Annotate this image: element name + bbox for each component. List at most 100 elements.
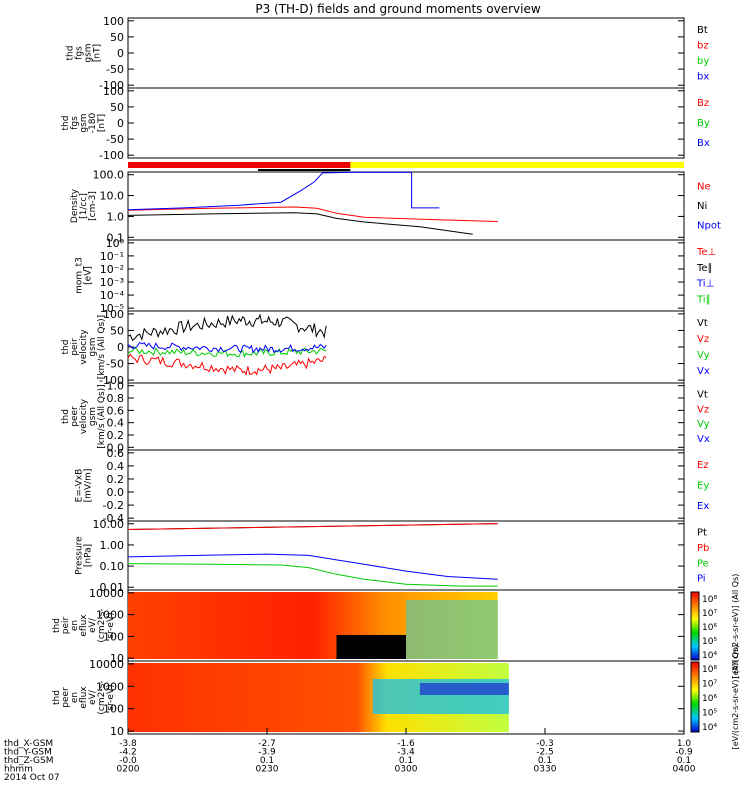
orbit-value: -0.3 (536, 739, 554, 749)
legend-bz: bz (697, 40, 709, 51)
orbit-value: 0400 (673, 765, 696, 775)
legend-Pe: Pe (697, 558, 709, 569)
y-axis-label-line: [mV/m] (84, 469, 94, 503)
orbit-value: 0.1 (399, 756, 413, 766)
y-axis-label-line: fgs (75, 46, 85, 60)
y-axis-label-line: [km/s (All Qs)] (97, 315, 107, 379)
y-tick-label: -50 (106, 63, 124, 76)
y-axis-label-line: peer (70, 406, 80, 427)
y-axis-label: thd peer velocity gsm [km/s (All Qs)] (61, 384, 107, 448)
y-axis-label-line: eflux (79, 614, 89, 637)
panel-frame (127, 382, 685, 451)
y-axis-label: Pressure [nPa] (75, 536, 94, 575)
y-axis-label: thd peer en eflux eV/(cm2-s-sr-eV) (52, 680, 116, 714)
orbit-value: -1.6 (397, 739, 415, 749)
colorbar-2: 10⁸ 10⁷ 10⁶ 10⁵ 10⁴ [eV/(cm2-s-sr-eV)] (All Q… (690, 645, 740, 749)
y-tick-label: 1000 (96, 609, 124, 622)
colorbar-tick-label: 10⁴ (702, 651, 717, 661)
spectrogram-core (419, 683, 509, 695)
y-axis-label-line: thd (52, 618, 62, 633)
legend-Npot: Npot (697, 220, 721, 231)
y-axis-label-line: [km/s (All Qs)] (97, 384, 107, 448)
y-axis-label-line: sr-eV) (106, 612, 116, 638)
y-tick-label: 100.0 (93, 169, 125, 182)
orbit-value: 0300 (395, 765, 418, 775)
colorbar-tick-label: 10⁶ (702, 694, 717, 704)
y-tick-label: 10⁻⁴ (100, 289, 125, 302)
y-axis-label-line: gsm (84, 43, 94, 62)
colorbar-tick-label: 10⁸ (702, 665, 717, 675)
y-axis-label: Density [1/cc] [cm-3] (70, 188, 98, 223)
y-axis-label-line: [cm-3] (88, 191, 98, 221)
legend-Bz: Bz (697, 98, 709, 109)
y-tick-label: 0.01 (100, 581, 125, 594)
colorbar-tick-label: 10⁷ (702, 609, 717, 619)
y-axis-label-line: [nPa] (84, 544, 94, 567)
y-tick-label: 0.1 (107, 231, 125, 244)
y-tick-label: -50 (106, 358, 124, 371)
y-axis-label: thd peir velocity gsm [km/s (All Qs)] (61, 315, 107, 379)
legend-By: By (697, 118, 710, 129)
y-axis-label-line: fgs (70, 116, 80, 130)
y-tick-label: 100 (103, 15, 124, 28)
legend-Te⊥: Te⊥ (696, 247, 716, 258)
y-tick-label: 10000 (89, 658, 124, 671)
legend-Ni: Ni (697, 201, 707, 212)
y-axis-label-line: peer (61, 687, 71, 708)
panel-frame (127, 449, 685, 522)
panel-efield: 0.60.40.20.0-0.2-0.4 E=-VxB [mV/m] Ez Ey Ex (75, 447, 710, 525)
y-axis-label-line: [eV] (84, 266, 94, 285)
legend-Vy: Vy (697, 419, 710, 430)
y-axis-label-line: thd (66, 46, 76, 61)
orbit-value: -0.0 (119, 756, 137, 766)
y-tick-label: 0.0 (107, 486, 125, 499)
legend-Ey: Ey (697, 480, 709, 491)
y-axis-label-line: thd (61, 340, 71, 355)
y-tick-label: 100 (103, 308, 124, 321)
series-Vy (127, 346, 327, 359)
orbit-value: 0200 (117, 765, 140, 775)
colorbar-label: [eV/(cm2-s-sr-eV)] (All Qs) (731, 574, 740, 679)
y-axis-label-line: velocity (79, 329, 89, 365)
orbit-value: -3.9 (258, 748, 276, 758)
y-tick-label: 0 (117, 341, 124, 354)
legend-Ti⊥: Ti⊥ (696, 279, 714, 290)
legend-Ne: Ne (697, 182, 711, 193)
y-axis-label-line: -180 (88, 113, 98, 134)
y-axis-label-line: thd (52, 690, 62, 705)
series-Vt (127, 313, 327, 342)
legend-Vt: Vt (697, 318, 708, 329)
panel-frame (127, 171, 685, 241)
series-Pi (127, 553, 498, 580)
y-axis-label-line: Pressure (75, 536, 85, 575)
y-axis-label-line: eV/ (88, 689, 98, 705)
colorbar-1: 10⁸ 10⁷ 10⁶ 10⁵ 10⁴ [eV/(cm2-s-sr-eV)] (All Q… (690, 574, 740, 679)
quality-bar-red (128, 162, 351, 168)
y-tick-label: -100 (99, 374, 124, 387)
legend-Bt: Bt (697, 25, 708, 36)
legend-Vt: Vt (697, 389, 708, 400)
y-tick-label: -50 (106, 133, 124, 146)
colorbar-tick-label: 10⁵ (702, 709, 717, 719)
orbit-value: 0230 (256, 765, 279, 775)
colorbar-tick-label: 10⁸ (702, 595, 717, 605)
legend-Te∥: Te∥ (696, 263, 713, 274)
series-Vz (127, 353, 327, 376)
orbit-value: -3.8 (119, 739, 137, 749)
y-tick-label: -100 (99, 79, 124, 92)
legend-Bx: Bx (697, 138, 710, 149)
legend-Vy: Vy (697, 350, 710, 361)
y-axis-label-line: Density (70, 188, 80, 223)
y-tick-label: 100 (103, 703, 124, 716)
y-axis-label-line: eflux (79, 686, 89, 709)
y-tick-label: 10⁻² (100, 263, 124, 276)
series-Ne (127, 206, 498, 222)
y-tick-label: 1.00 (100, 539, 125, 552)
legend-Vx: Vx (697, 434, 710, 445)
legend-by: by (697, 56, 709, 67)
panel-fgs2: 100 50 0 -50 -100 thd fgs gsm -180 [nT] Bz By Bx (61, 85, 710, 162)
y-axis-label: thd fgs gsm [nT] (66, 43, 103, 62)
